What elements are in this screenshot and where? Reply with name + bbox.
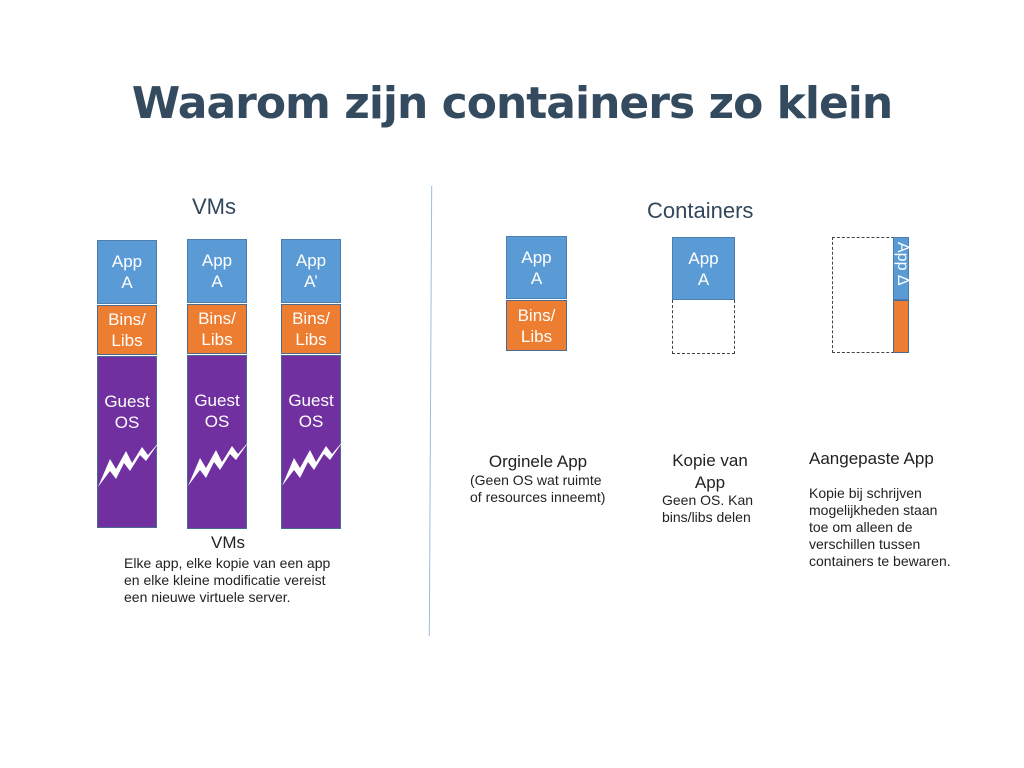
copy-desc-line: bins/libs delen <box>662 509 751 525</box>
vm3-os-line2: OS <box>298 412 324 431</box>
vm3-bins-block: Bins/ Libs <box>281 304 341 354</box>
vm2-app-block: App A <box>187 239 247 303</box>
vm1-bins-line2: Libs <box>111 331 143 350</box>
vm1-app-block: App A <box>97 240 157 304</box>
vm3-bins-line2: Libs <box>295 330 327 349</box>
vm2-os-line1: Guest <box>194 391 240 410</box>
vm1-app-line2: A <box>121 273 133 292</box>
copy-app-block: App A <box>672 237 735 300</box>
vms-caption-line: en elke kleine modificatie vereist <box>124 572 326 588</box>
copy-app-title: Kopie van App <box>660 450 760 494</box>
vm1-bins-line1: Bins/ <box>108 310 146 329</box>
original-app-line2: A <box>530 268 543 288</box>
original-app-line1: App <box>521 247 552 267</box>
vms-heading: VMs <box>192 194 236 219</box>
modified-app-delta-block: App Δ <box>893 237 911 300</box>
vm3-bins-line1: Bins/ <box>292 309 330 328</box>
vm3-app-line2: A’ <box>304 272 318 291</box>
modified-app-delta-label: App Δ <box>894 242 911 286</box>
slide-title: Waarom zijn containers zo klein <box>131 78 893 129</box>
copy-shared-bins-outline <box>672 300 735 354</box>
vm2-bins-block: Bins/ Libs <box>187 304 247 354</box>
vms-caption-line: Elke app, elke kopie van een app <box>124 555 331 571</box>
vms-caption-line: een nieuwe virtuele server. <box>124 589 291 605</box>
copy-desc-line: Geen OS. Kan <box>662 492 754 508</box>
modified-app-title: Aangepaste App <box>809 449 934 468</box>
copy-title-line: App <box>694 473 726 492</box>
vm3-os-line1: Guest <box>288 391 334 410</box>
lightning-bolt-icon <box>98 441 160 487</box>
modified-desc-line: toe om alleen de <box>809 519 913 535</box>
containers-heading: Containers <box>647 198 754 223</box>
modified-bins-delta-block <box>893 300 909 353</box>
vm1-bins-block: Bins/ Libs <box>97 305 157 355</box>
copy-app-desc: Geen OS. Kan bins/libs delen <box>662 492 772 526</box>
vm1-os-line1: Guest <box>104 392 150 411</box>
vm2-app-line2: A <box>211 272 223 291</box>
vm2-bins-line2: Libs <box>201 330 233 349</box>
section-divider <box>428 186 433 636</box>
original-bins-line1: Bins/ <box>517 305 556 325</box>
vms-caption-text: Elke app, elke kopie van een app en elke… <box>124 555 384 606</box>
original-desc-line: of resources inneemt) <box>470 489 606 505</box>
vm1-os-block: Guest OS <box>97 356 160 528</box>
original-app-desc: (Geen OS wat ruimte of resources inneemt… <box>470 472 620 506</box>
modified-desc-line: mogelijkheden staan <box>809 502 938 518</box>
lightning-bolt-icon <box>188 440 250 486</box>
vm3-os-block: Guest OS <box>281 355 344 529</box>
copy-app-line1: App <box>688 248 719 268</box>
vm2-os-line2: OS <box>204 412 230 431</box>
original-bins-line2: Libs <box>520 326 553 346</box>
original-bins-block: Bins/ Libs <box>506 300 567 351</box>
vm1-os-line2: OS <box>114 413 140 432</box>
vm3-app-block: App A’ <box>281 239 341 303</box>
copy-title-line: Kopie van <box>672 451 748 470</box>
copy-app-line2: A <box>697 269 710 289</box>
vm2-os-block: Guest OS <box>187 355 250 529</box>
original-desc-line: (Geen OS wat ruimte <box>470 472 602 488</box>
vm2-bins-line1: Bins/ <box>198 309 236 328</box>
modified-desc-line: containers te bewaren. <box>809 553 951 569</box>
vms-caption-title: VMs <box>211 533 245 552</box>
original-app-title: Orginele App <box>488 452 588 471</box>
vm3-app-line1: App <box>295 251 327 270</box>
vm1-app-line1: App <box>111 252 143 271</box>
modified-app-desc: Kopie bij schrijven mogelijkheden staan … <box>809 485 989 570</box>
modified-desc-line: Kopie bij schrijven <box>809 485 922 501</box>
lightning-bolt-icon <box>282 440 344 486</box>
vm2-app-line1: App <box>201 251 233 270</box>
original-app-block: App A <box>506 236 567 299</box>
modified-desc-line: verschillen tussen <box>809 536 921 552</box>
